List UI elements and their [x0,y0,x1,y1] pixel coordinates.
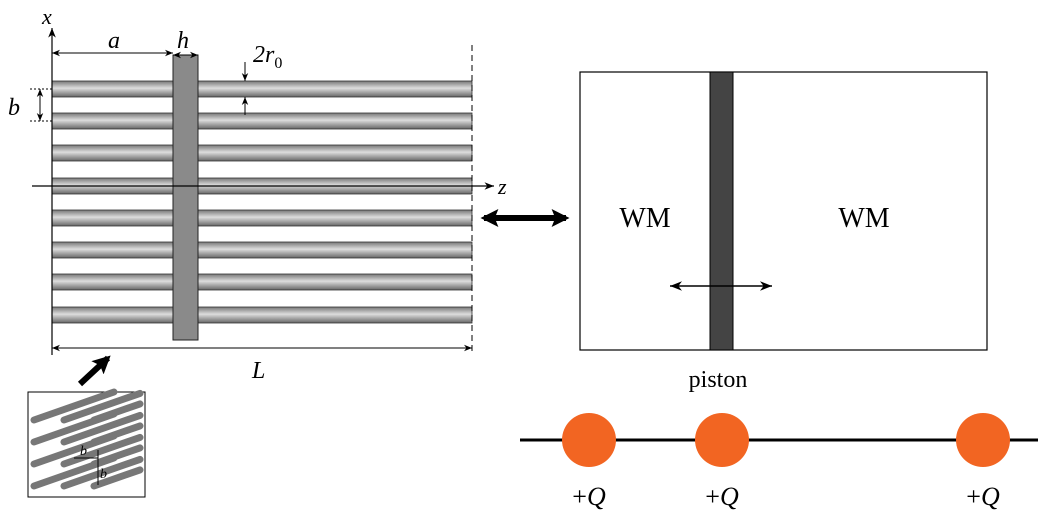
label: b [100,467,107,482]
charge-label: +Q [572,482,606,511]
charge-label: +Q [705,482,739,511]
charge [695,413,749,467]
label: x [41,4,52,29]
label: z [497,174,507,199]
wire [52,274,472,290]
piston [710,72,733,350]
inset: b b [28,392,145,497]
label: a [108,28,120,54]
charge-label: +Q [966,482,1000,511]
label: h [177,28,189,54]
wire [52,210,472,226]
label: b [8,95,20,121]
diagram: x z a h 2r0 b L b b WM WM piston +Q +Q +Q [0,0,1038,513]
charge [956,413,1010,467]
wire [52,307,472,323]
wire [52,81,472,97]
label: b [80,444,87,459]
inset-arrow [80,358,108,384]
wire [52,145,472,161]
wire [52,242,472,258]
label: 2r0 [253,42,282,72]
region-label: WM [619,203,670,234]
wire [52,113,472,129]
label: L [251,358,265,384]
charges: +Q +Q +Q [562,413,1010,511]
wire-array [52,81,472,323]
region-label: WM [838,203,889,234]
charge [562,413,616,467]
plate [173,55,198,340]
piston-label: piston [689,367,748,393]
